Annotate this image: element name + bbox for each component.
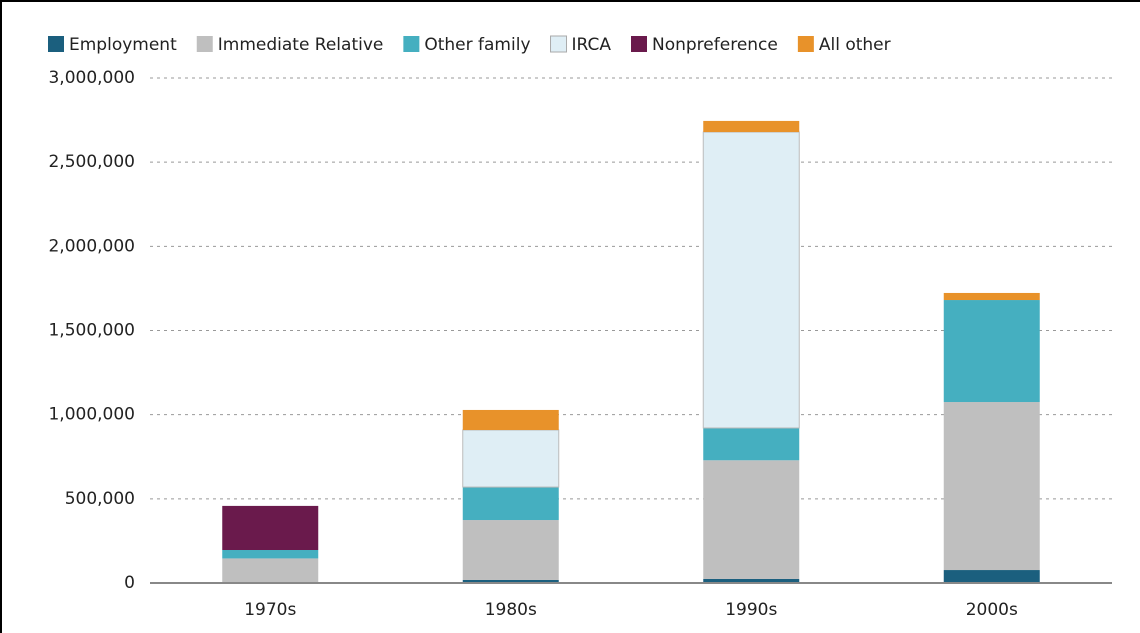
x-tick-label: 2000s (966, 600, 1018, 620)
bar-segment (703, 427, 800, 461)
legend-swatch (403, 36, 420, 52)
legend-swatch (196, 36, 213, 52)
x-tick-label: 1990s (725, 600, 777, 620)
y-tick-label: 1,000,000 (48, 405, 135, 425)
x-tick-label: 1970s (244, 600, 296, 620)
bar-segment (943, 300, 1040, 403)
legend-label: All other (819, 35, 891, 55)
bar-segment (703, 120, 800, 133)
bar-segment (943, 570, 1040, 583)
bar-segment (462, 579, 559, 583)
bar-segment (462, 487, 559, 521)
bar-segment (222, 558, 319, 583)
x-tick-label: 1980s (485, 600, 537, 620)
bar-segment (222, 505, 319, 551)
legend-swatch (797, 36, 814, 52)
bar-segment (462, 429, 560, 488)
legend-label: Nonpreference (652, 35, 778, 55)
y-tick-label: 500,000 (65, 489, 135, 509)
y-tick-label: 1,500,000 (48, 321, 135, 341)
y-tick-label: 3,000,000 (48, 68, 135, 88)
legend-label: Immediate Relative (218, 35, 384, 55)
legend-swatch (631, 36, 647, 52)
legend-label: Other family (424, 35, 530, 55)
y-tick-label: 0 (124, 573, 135, 593)
bar-segment (703, 578, 800, 583)
bar-segment (943, 292, 1040, 301)
bar-segment (222, 550, 319, 559)
legend-label: Employment (69, 35, 177, 55)
bar-segment (462, 520, 559, 580)
legend-label: IRCA (572, 35, 612, 55)
bar-segment (703, 460, 800, 579)
bar-segment (702, 131, 800, 429)
legend-swatch (48, 36, 64, 52)
legend-swatch (550, 35, 568, 53)
y-tick-label: 2,000,000 (48, 236, 135, 256)
bar-segment (462, 409, 559, 430)
y-tick-label: 2,500,000 (48, 152, 135, 172)
bar-segment (943, 402, 1040, 571)
